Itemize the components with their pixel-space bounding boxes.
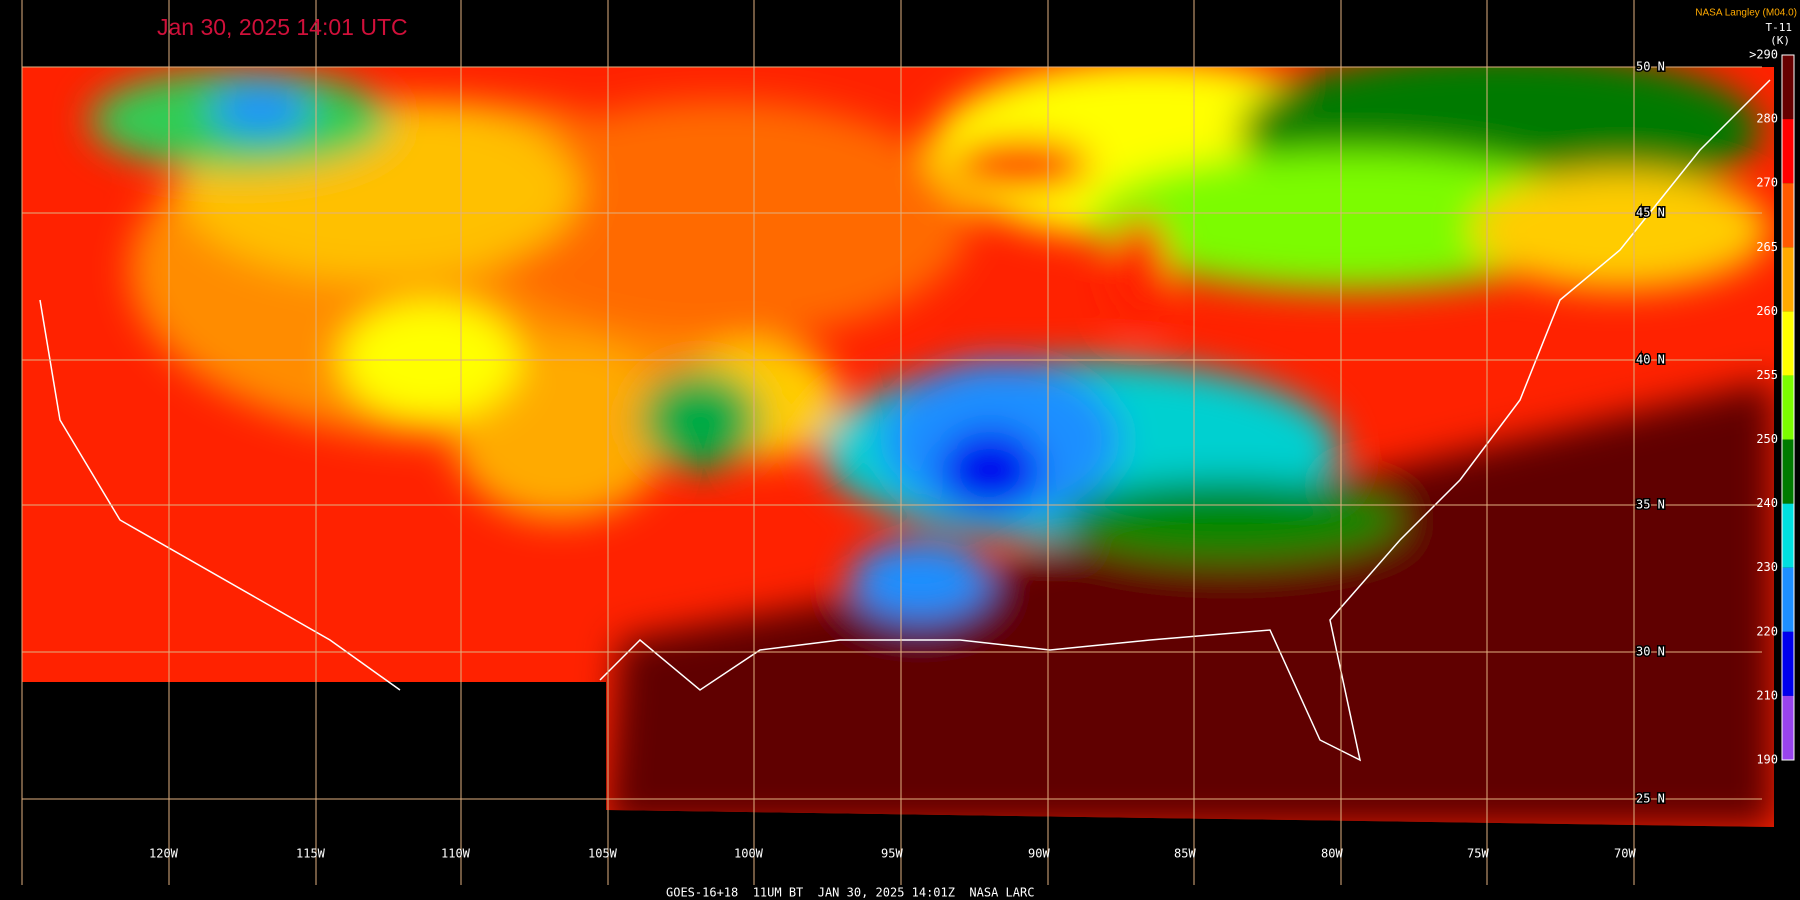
colorbar-label: 260 [1756, 304, 1778, 318]
colorbar-label: 270 [1756, 176, 1778, 190]
latitude-label: 50 N [1636, 60, 1665, 74]
colorbar-segment [1782, 375, 1794, 440]
latitude-label: 35 N [1636, 498, 1665, 512]
longitude-label: 110W [441, 847, 471, 861]
graticule: 50 N 45 N 40 N 35 N 30 N 25 N 120W 115W 110W 105W… [21, 0, 1762, 885]
colorbar-segment [1782, 439, 1794, 504]
latitude-label: 40 N [1636, 353, 1665, 367]
longitude-label: 85W [1174, 847, 1196, 861]
colorbar-label: 250 [1756, 432, 1778, 446]
latitude-label: 30 N [1636, 645, 1665, 659]
colorbar-frame [1781, 54, 1795, 761]
colorbar-segment [1782, 119, 1794, 184]
footer: GOES-16+18 11UM BT JAN 30, 2025 14:01Z N… [666, 886, 1034, 900]
longitude-label: 95W [881, 847, 903, 861]
coastline [39, 79, 1771, 762]
longitude-label: 80W [1321, 847, 1343, 861]
colorbar-segment [1782, 55, 1794, 120]
colorbar-segment [1782, 247, 1794, 312]
colorbar-label: 240 [1756, 496, 1778, 510]
channel: T-11 [1766, 21, 1793, 34]
colorbar-segment [1782, 695, 1794, 760]
latitude-label: 25 N [1636, 792, 1665, 806]
colorbar-segment [1782, 567, 1794, 632]
credit: NASA Langley (M04.0) [1695, 8, 1797, 19]
longitude-label: 100W [734, 847, 764, 861]
colorbar-label: 220 [1756, 624, 1778, 638]
colorbar-segment [1782, 631, 1794, 696]
colorbar-segment [1782, 183, 1794, 248]
colorbar-label: >290 [1749, 48, 1778, 62]
latitude-label: 45 N [1636, 206, 1665, 220]
longitude-label: 90W [1028, 847, 1050, 861]
colorbar-segment [1782, 311, 1794, 376]
longitude-label: 105W [588, 847, 618, 861]
timestamp-title: Jan 30, 2025 14:01 UTC [157, 14, 408, 40]
colorbar-segment [1782, 503, 1794, 568]
longitude-label: 75W [1467, 847, 1489, 861]
longitude-label: 70W [1614, 847, 1636, 861]
colorbar-label: 230 [1756, 560, 1778, 574]
longitude-label: 120W [149, 847, 179, 861]
unit: (K) [1770, 34, 1790, 47]
colorbar-label: 210 [1756, 688, 1778, 702]
colorbar-label: 190 [1756, 753, 1778, 767]
colorbar-label: 255 [1756, 368, 1778, 382]
colorbar: >290 280 270 265 260 255 250 240 230 220 210 190 [1749, 48, 1795, 767]
longitude-label: 115W [296, 847, 326, 861]
colorbar-label: 265 [1756, 240, 1778, 254]
colorbar-label: 280 [1756, 112, 1778, 126]
